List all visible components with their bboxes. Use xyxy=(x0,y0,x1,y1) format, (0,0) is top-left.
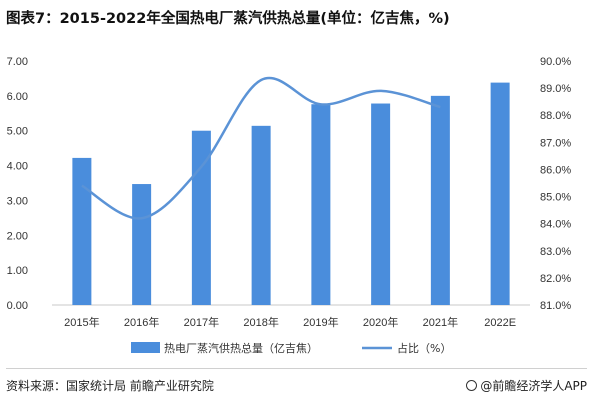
right-tick-label: 90.0% xyxy=(540,56,571,68)
right-axis-ticks: 81.0% 82.0% 83.0% 84.0% 85.0% 86.0% 87.0% 88.0%… xyxy=(540,56,571,312)
right-tick-label: 86.0% xyxy=(540,164,571,176)
right-tick-label: 88.0% xyxy=(540,110,571,122)
x-tick-label: 2015年 xyxy=(64,315,99,329)
brand-label: @前瞻经济学人APP xyxy=(480,379,587,393)
footer-divider xyxy=(6,368,587,369)
bar xyxy=(371,103,391,305)
right-tick-label: 87.0% xyxy=(540,137,571,149)
left-tick-label: 5.00 xyxy=(7,126,28,138)
left-tick-label: 4.00 xyxy=(7,161,28,173)
right-tick-label: 82.0% xyxy=(540,273,571,285)
bar xyxy=(132,184,152,305)
left-tick-label: 0.00 xyxy=(7,300,28,312)
right-tick-label: 85.0% xyxy=(540,192,571,204)
bar xyxy=(72,157,92,305)
bar xyxy=(430,95,450,305)
x-axis-ticks: 2015年 2016年 2017年 2018年 2019年 2020年 2021年 2022E xyxy=(64,315,516,329)
legend-bar-swatch xyxy=(131,342,160,353)
right-tick-label: 84.0% xyxy=(540,219,571,231)
bar xyxy=(251,125,271,305)
left-axis-ticks: 0.00 1.00 2.00 3.00 4.00 5.00 6.00 7.00 xyxy=(7,56,28,312)
x-tick-label: 2016年 xyxy=(124,315,159,329)
bar xyxy=(490,82,510,306)
left-tick-label: 1.00 xyxy=(7,265,28,277)
line-series xyxy=(81,76,441,220)
bar-series xyxy=(72,82,510,306)
left-tick-label: 7.00 xyxy=(7,56,28,68)
x-tick-label: 2021年 xyxy=(423,315,458,329)
source-note: 资料来源：国家统计局 前瞻产业研究院 xyxy=(6,379,214,393)
legend: 热电厂蒸汽供热总量（亿吉焦） 占比（%） xyxy=(131,341,451,355)
right-tick-label: 81.0% xyxy=(540,300,571,312)
right-tick-label: 89.0% xyxy=(540,83,571,95)
left-tick-label: 2.00 xyxy=(7,230,28,242)
bar xyxy=(191,130,211,305)
legend-line-label: 占比（%） xyxy=(397,341,451,355)
brand-logo-icon xyxy=(466,380,478,391)
page-title: 图表7：2015-2022年全国热电厂蒸汽供热总量(单位：亿吉焦，%) xyxy=(6,11,450,27)
x-tick-label: 2020年 xyxy=(363,315,398,329)
right-tick-label: 83.0% xyxy=(540,246,571,258)
x-tick-label: 2019年 xyxy=(303,315,338,329)
bar xyxy=(311,104,331,305)
legend-bar-label: 热电厂蒸汽供热总量（亿吉焦） xyxy=(164,341,318,355)
left-tick-label: 6.00 xyxy=(7,91,28,103)
brand-footer: @前瞻经济学人APP xyxy=(466,377,587,394)
left-tick-label: 3.00 xyxy=(7,195,28,207)
x-tick-label: 2022E xyxy=(484,317,516,329)
x-tick-label: 2018年 xyxy=(243,315,278,329)
x-tick-label: 2017年 xyxy=(184,315,219,329)
